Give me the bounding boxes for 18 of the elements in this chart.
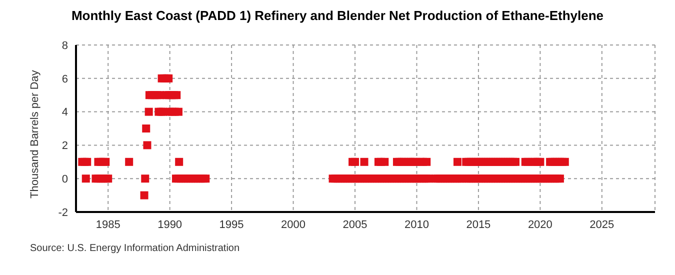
x-tick-label: 1985 [96,218,120,231]
y-tick-label: 6 [62,73,68,86]
x-tick-label: 1990 [158,218,182,231]
x-tick-label: 2020 [528,218,552,231]
y-tick-label: 0 [62,174,68,186]
x-tick-label: 1995 [219,218,244,231]
source-note: Source: U.S. Energy Information Administration [30,243,240,254]
x-tick-label: 2015 [466,218,491,231]
y-tick-label: 2 [62,140,68,152]
chart-title: Monthly East Coast (PADD 1) Refinery and Blender Net Production of Ethane-Ethylene [70,8,605,23]
x-tick-label: 2010 [404,218,429,231]
y-tick-label: 4 [62,106,68,119]
y-tick-label: -2 [58,206,68,219]
x-tick-label: 2005 [342,218,368,231]
x-tick-label: 2000 [281,218,306,231]
x-tick-label: 2025 [590,218,614,231]
y-tick-label: 8 [62,40,68,52]
y-axis-title: Thousand Barrels per Day [28,70,41,198]
